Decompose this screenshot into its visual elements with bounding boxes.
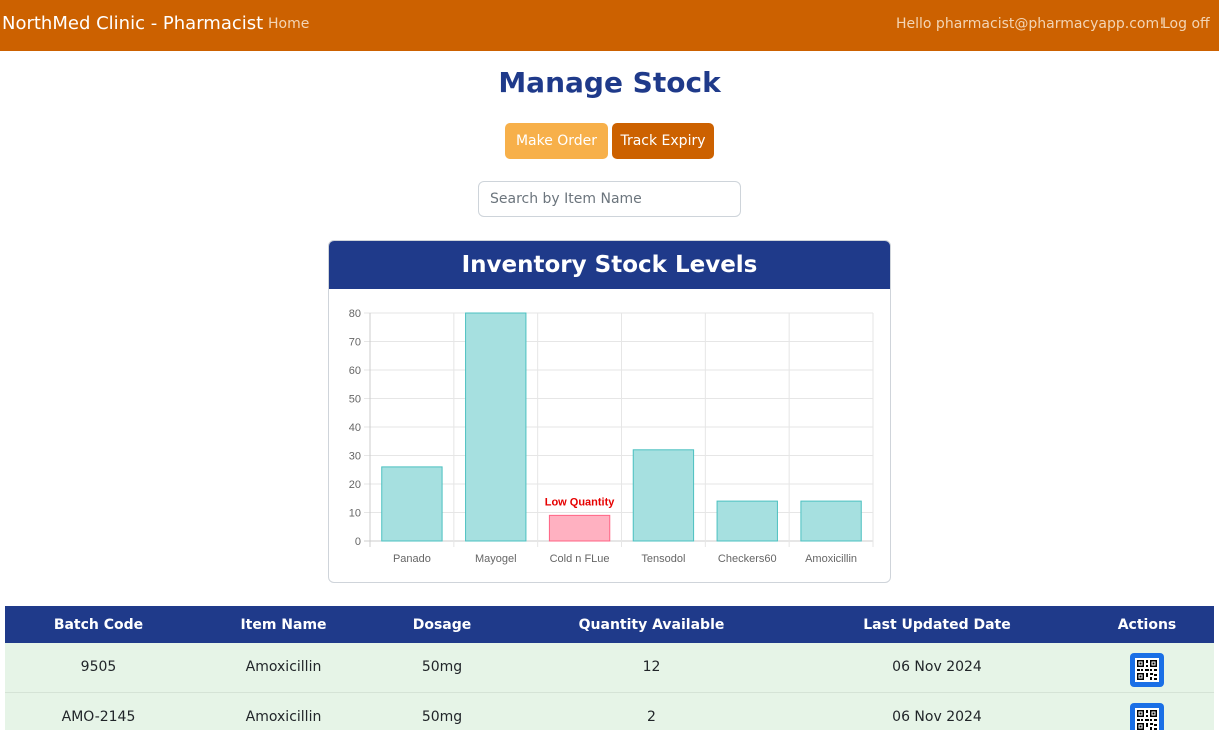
quantity-cell: 2: [647, 708, 656, 725]
table-row[interactable]: AMO-2145 Amoxicillin 50mg 2 06 Nov 2024: [5, 692, 1214, 730]
x-tick-label: Tensodol: [641, 553, 685, 565]
y-tick-label: 60: [349, 365, 361, 377]
bar-amoxicillin: [800, 500, 862, 542]
y-tick-label: 20: [349, 479, 361, 491]
column-header-quantity[interactable]: Quantity Available: [578, 616, 725, 633]
qr-code-icon: [1135, 707, 1159, 730]
bar-tensodol: [632, 449, 695, 542]
make-order-button[interactable]: Make Order: [505, 123, 608, 159]
y-tick-label: 0: [355, 536, 361, 548]
y-tick-label: 30: [349, 451, 361, 463]
page-title: Manage Stock: [498, 66, 721, 99]
x-tick-label: Cold n FLue: [550, 553, 610, 565]
stock-bar-chart: 0 10 20 30 40 50 60 70 80 Panado Mayogel Cold n FLu…: [349, 308, 874, 565]
chart-card-title: Inventory Stock Levels: [329, 241, 890, 289]
item-name-cell: Amoxicillin: [245, 659, 322, 676]
bar-panado: [381, 466, 443, 542]
y-tick-label: 10: [349, 508, 361, 520]
logoff-link[interactable]: Log off: [1162, 16, 1210, 32]
table-row[interactable]: 9505 Amoxicillin 50mg 12 06 Nov 2024: [5, 643, 1214, 692]
quantity-cell: 12: [642, 659, 661, 676]
qr-code-icon: [1135, 658, 1159, 683]
y-tick-label: 70: [349, 337, 361, 349]
column-header-last-updated[interactable]: Last Updated Date: [863, 616, 1011, 633]
y-tick-label: 50: [349, 394, 361, 406]
item-name-cell: Amoxicillin: [245, 708, 322, 725]
brand-link[interactable]: NorthMed Clinic - Pharmacist: [2, 13, 264, 34]
column-header-dosage[interactable]: Dosage: [412, 616, 472, 633]
y-tick-label: 80: [349, 308, 361, 320]
qr-code-button[interactable]: [1130, 653, 1164, 688]
low-quantity-annotation: Low Quantity: [545, 496, 616, 508]
column-header-item-name[interactable]: Item Name: [240, 616, 327, 633]
last-updated-cell: 06 Nov 2024: [892, 708, 982, 725]
y-tick-label: 40: [349, 422, 361, 434]
column-header-actions: Actions: [1117, 616, 1177, 633]
top-navbar: NorthMed Clinic - Pharmacist Home Hello …: [0, 0, 1219, 51]
x-tick-label: Panado: [393, 553, 431, 565]
batch-code-cell: AMO-2145: [61, 708, 136, 725]
bar-cold-n-flue: [548, 514, 611, 542]
nav-home-link[interactable]: Home: [268, 16, 310, 32]
x-tick-label: Checkers60: [718, 553, 777, 565]
actions-cell: [1080, 692, 1214, 730]
dosage-cell: 50mg: [421, 659, 463, 676]
bar-checkers60: [716, 500, 778, 542]
dosage-cell: 50mg: [421, 708, 463, 725]
stock-table-container: Batch Code Item Name Dosage Quantity Ava…: [5, 606, 1214, 730]
stock-table: Batch Code Item Name Dosage Quantity Ava…: [5, 606, 1214, 730]
x-tick-label: Mayogel: [475, 553, 517, 565]
track-expiry-button[interactable]: Track Expiry: [612, 123, 714, 159]
inventory-chart-card: Inventory Stock Levels 0 10 20 30 40 50 60 70 80…: [328, 240, 891, 583]
last-updated-cell: 06 Nov 2024: [892, 659, 982, 676]
qr-code-button[interactable]: [1130, 702, 1164, 730]
actions-cell: [1080, 643, 1214, 692]
column-header-batch-code[interactable]: Batch Code: [53, 616, 144, 633]
user-greeting-link[interactable]: Hello pharmacist@pharmacyapp.com!: [896, 16, 1165, 32]
x-tick-label: Amoxicillin: [805, 553, 857, 565]
search-input[interactable]: [478, 181, 741, 217]
bar-mayogel: [465, 312, 527, 542]
table-header-row: Batch Code Item Name Dosage Quantity Ava…: [5, 606, 1214, 643]
batch-code-cell: 9505: [80, 659, 117, 676]
